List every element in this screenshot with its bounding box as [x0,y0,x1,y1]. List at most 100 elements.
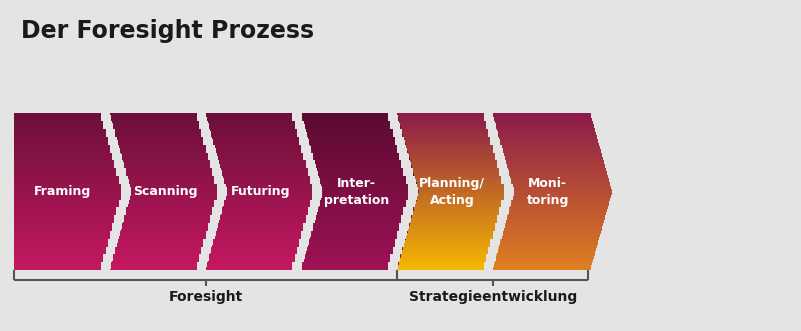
Polygon shape [404,247,501,248]
Polygon shape [312,192,322,200]
Polygon shape [223,174,320,176]
Polygon shape [223,176,321,178]
Polygon shape [221,214,319,215]
Polygon shape [398,265,496,267]
Polygon shape [129,179,227,181]
Polygon shape [299,137,309,145]
Polygon shape [316,217,413,218]
Polygon shape [502,148,600,150]
Polygon shape [511,203,609,204]
Polygon shape [316,164,413,165]
Polygon shape [14,208,129,209]
Polygon shape [388,114,398,121]
Polygon shape [14,126,115,127]
Polygon shape [308,208,318,215]
Polygon shape [395,137,405,145]
Polygon shape [116,247,214,248]
Polygon shape [400,261,497,262]
Polygon shape [504,184,513,192]
Polygon shape [127,208,225,209]
Polygon shape [226,198,324,200]
Polygon shape [512,181,610,182]
Polygon shape [507,165,605,167]
Polygon shape [209,124,307,126]
Polygon shape [115,255,211,256]
Polygon shape [405,176,416,184]
Polygon shape [119,146,217,148]
Polygon shape [103,255,113,262]
Polygon shape [320,178,417,179]
Polygon shape [125,215,223,217]
Polygon shape [403,134,501,135]
Polygon shape [131,193,229,195]
Polygon shape [501,142,598,143]
Polygon shape [497,126,594,127]
Polygon shape [305,126,403,127]
Polygon shape [499,168,509,176]
Polygon shape [223,209,320,211]
Polygon shape [14,189,133,190]
Polygon shape [125,165,223,167]
Polygon shape [216,231,314,232]
Polygon shape [121,231,219,232]
Polygon shape [207,223,218,231]
Polygon shape [406,145,504,146]
Polygon shape [404,168,413,176]
Polygon shape [417,200,514,201]
Polygon shape [14,244,119,245]
Polygon shape [219,223,316,225]
Polygon shape [124,218,222,220]
Polygon shape [502,146,600,148]
Polygon shape [14,204,131,206]
Polygon shape [318,209,416,211]
Polygon shape [123,157,220,159]
Polygon shape [215,145,312,146]
Polygon shape [514,190,612,192]
Polygon shape [392,129,402,137]
Polygon shape [225,201,323,203]
Polygon shape [214,240,312,242]
Polygon shape [304,124,402,126]
Polygon shape [314,225,412,226]
Polygon shape [392,247,402,255]
Polygon shape [14,198,132,200]
Polygon shape [223,208,320,209]
Polygon shape [314,223,412,225]
Polygon shape [509,170,606,171]
Polygon shape [409,153,506,154]
Polygon shape [401,215,411,223]
Polygon shape [14,138,119,140]
Polygon shape [115,129,212,131]
Polygon shape [227,187,324,189]
Polygon shape [207,264,305,265]
Polygon shape [499,247,597,248]
Polygon shape [310,143,408,145]
Polygon shape [211,129,308,131]
Polygon shape [495,121,593,123]
Polygon shape [312,229,410,231]
Polygon shape [14,114,112,115]
Polygon shape [401,129,499,131]
Polygon shape [122,226,219,228]
Polygon shape [111,115,208,117]
Polygon shape [130,184,227,185]
Polygon shape [405,240,503,242]
Polygon shape [14,123,115,124]
Polygon shape [321,198,419,200]
Polygon shape [411,220,509,221]
Polygon shape [210,161,220,168]
Polygon shape [222,171,320,173]
Polygon shape [405,239,503,240]
Polygon shape [493,267,591,268]
Polygon shape [118,142,215,143]
Text: Planning/
Acting: Planning/ Acting [419,177,485,207]
Polygon shape [493,117,591,118]
Polygon shape [390,121,400,129]
Polygon shape [312,150,409,151]
Polygon shape [400,124,498,126]
Polygon shape [213,244,311,245]
Polygon shape [107,239,118,247]
Polygon shape [320,181,418,182]
Polygon shape [14,206,130,208]
Polygon shape [119,236,217,237]
